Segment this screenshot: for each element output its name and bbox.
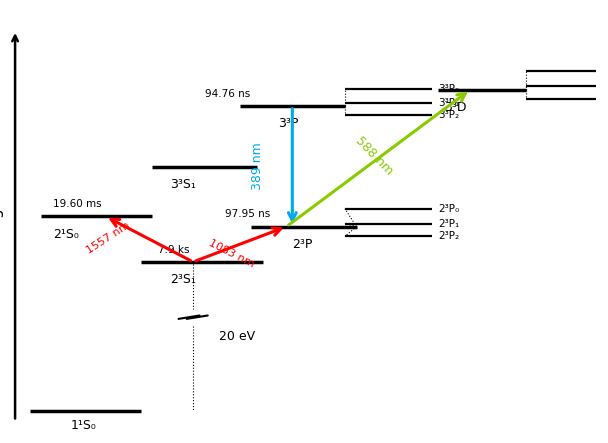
Text: 588 nm: 588 nm [353, 134, 395, 177]
Text: 7.9 ks: 7.9 ks [158, 245, 190, 255]
Text: 2¹S₀: 2¹S₀ [53, 228, 79, 241]
Text: 2³S₁: 2³S₁ [170, 273, 196, 286]
Text: 1083 nm: 1083 nm [207, 238, 255, 269]
Text: 3³P₂: 3³P₂ [438, 110, 460, 120]
Text: 3³S₁: 3³S₁ [170, 178, 196, 191]
Text: 2³P: 2³P [292, 237, 313, 251]
Text: 2³P₁: 2³P₁ [438, 219, 460, 229]
Text: 3³D: 3³D [444, 101, 466, 114]
Text: 3³P: 3³P [278, 117, 298, 130]
Text: 20 eV: 20 eV [219, 330, 255, 343]
Text: 97.95 ns: 97.95 ns [225, 210, 271, 219]
Text: 3³P₀: 3³P₀ [438, 84, 460, 94]
Text: 3³P₁: 3³P₁ [438, 98, 460, 108]
Text: 1¹S₀: 1¹S₀ [71, 419, 96, 432]
Text: 389 nm: 389 nm [251, 142, 264, 190]
Text: Energie: Energie [0, 192, 2, 251]
Text: 19.60 ms: 19.60 ms [53, 199, 102, 209]
Text: 2³P₂: 2³P₂ [438, 231, 460, 241]
Text: 1557 nm: 1557 nm [85, 220, 132, 255]
Text: 94.76 ns: 94.76 ns [205, 89, 250, 99]
Text: 2³P₀: 2³P₀ [438, 204, 460, 214]
